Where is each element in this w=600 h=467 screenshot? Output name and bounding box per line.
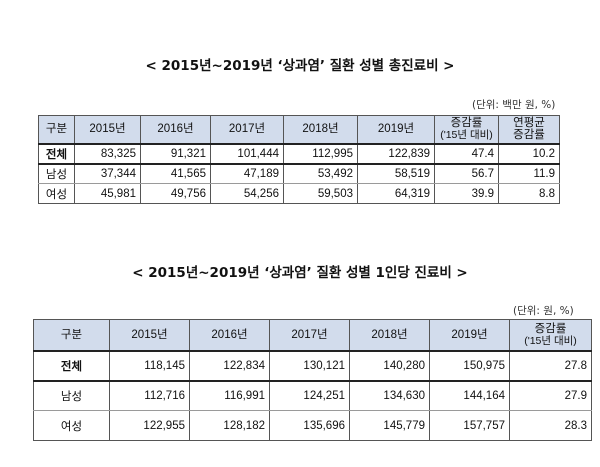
table-cell: 140,280 bbox=[349, 349, 430, 382]
row-label: 여성 bbox=[33, 410, 110, 441]
section2-title: < 2015년~2019년 ‘상과염’ 질환 성별 1인당 진료비 > bbox=[132, 265, 468, 281]
header-2018: 2018년 bbox=[349, 319, 430, 351]
row-label: 남성 bbox=[33, 380, 110, 411]
header-2015: 2015년 bbox=[74, 115, 141, 144]
table-cell: 56.7 bbox=[434, 163, 499, 184]
table-cell: 58,519 bbox=[357, 163, 435, 184]
header-change-rate-line1: 증감률 bbox=[450, 117, 483, 130]
table-header-row: 구분 2015년 2016년 2017년 2018년 2019년 증감률 ('1… bbox=[38, 115, 560, 144]
table-cell: 47.4 bbox=[434, 142, 499, 165]
table-cell: 124,251 bbox=[269, 380, 350, 411]
table-cell: 144,164 bbox=[429, 380, 510, 411]
table-cell: 122,839 bbox=[357, 142, 435, 165]
table-cell: 28.3 bbox=[509, 410, 592, 441]
table-cell: 122,834 bbox=[189, 349, 270, 382]
table-cell: 83,325 bbox=[74, 142, 141, 165]
table-cell: 128,182 bbox=[189, 410, 270, 441]
table-cell: 53,492 bbox=[283, 163, 358, 184]
table-cell: 134,630 bbox=[349, 380, 430, 411]
total-cost-table: 구분 2015년 2016년 2017년 2018년 2019년 증감률 ('1… bbox=[38, 115, 560, 204]
table-cell: 59,503 bbox=[283, 183, 358, 204]
header-annual-avg: 연평균 증감률 bbox=[498, 115, 560, 144]
table-cell: 11.9 bbox=[498, 163, 560, 184]
table-cell: 112,716 bbox=[109, 380, 190, 411]
table-cell: 54,256 bbox=[210, 183, 284, 204]
header-change-rate-line2: ('15년 대비) bbox=[440, 129, 493, 142]
table-cell: 118,145 bbox=[109, 349, 190, 382]
table-row-male: 남성 112,716 116,991 124,251 134,630 144,1… bbox=[33, 380, 592, 411]
row-label: 남성 bbox=[38, 163, 75, 184]
header-annual-avg-line2: 증감률 bbox=[513, 129, 545, 142]
table-cell: 41,565 bbox=[140, 163, 211, 184]
header-2017: 2017년 bbox=[210, 115, 284, 144]
table-row-female: 여성 45,981 49,756 54,256 59,503 64,319 39… bbox=[38, 183, 560, 204]
row-label: 전체 bbox=[38, 142, 75, 165]
table-row-male: 남성 37,344 41,565 47,189 53,492 58,519 56… bbox=[38, 163, 560, 184]
table-cell: 91,321 bbox=[140, 142, 211, 165]
table-cell: 122,955 bbox=[109, 410, 190, 441]
table-cell: 27.8 bbox=[509, 349, 592, 382]
header-change-rate-line2: ('15년 대비) bbox=[524, 334, 577, 347]
header-annual-avg-line1: 연평균 bbox=[513, 117, 545, 130]
header-2016: 2016년 bbox=[140, 115, 211, 144]
table-row-total: 전체 83,325 91,321 101,444 112,995 122,839… bbox=[38, 142, 560, 165]
table-cell: 101,444 bbox=[210, 142, 284, 165]
table-cell: 130,121 bbox=[269, 349, 350, 382]
table-cell: 116,991 bbox=[189, 380, 270, 411]
table-cell: 49,756 bbox=[140, 183, 211, 204]
table-cell: 45,981 bbox=[74, 183, 141, 204]
table-cell: 157,757 bbox=[429, 410, 510, 441]
table-cell: 135,696 bbox=[269, 410, 350, 441]
header-category: 구분 bbox=[38, 115, 75, 144]
section1-unit-note: (단위: 백만 원, %) bbox=[472, 99, 556, 111]
header-2015: 2015년 bbox=[109, 319, 190, 351]
table-cell: 10.2 bbox=[498, 142, 560, 165]
table-cell: 112,995 bbox=[283, 142, 358, 165]
section1-title: < 2015년~2019년 ‘상과염’ 질환 성별 총진료비 > bbox=[145, 58, 455, 74]
header-change-rate: 증감률 ('15년 대비) bbox=[509, 319, 592, 351]
row-label: 전체 bbox=[33, 349, 110, 382]
table-cell: 27.9 bbox=[509, 380, 592, 411]
table-cell: 150,975 bbox=[429, 349, 510, 382]
header-2016: 2016년 bbox=[189, 319, 270, 351]
per-capita-cost-table: 구분 2015년 2016년 2017년 2018년 2019년 증감률 ('1… bbox=[33, 319, 592, 441]
header-2017: 2017년 bbox=[269, 319, 350, 351]
table-row-female: 여성 122,955 128,182 135,696 145,779 157,7… bbox=[33, 410, 592, 441]
header-2018: 2018년 bbox=[283, 115, 358, 144]
section2-unit-note: (단위: 원, %) bbox=[513, 305, 574, 317]
table-cell: 64,319 bbox=[357, 183, 435, 204]
table-cell: 8.8 bbox=[498, 183, 560, 204]
header-change-rate: 증감률 ('15년 대비) bbox=[434, 115, 499, 144]
header-2019: 2019년 bbox=[429, 319, 510, 351]
row-label: 여성 bbox=[38, 183, 75, 204]
table-cell: 39.9 bbox=[434, 183, 499, 204]
table-header-row: 구분 2015년 2016년 2017년 2018년 2019년 증감률 ('1… bbox=[33, 319, 592, 351]
table-cell: 37,344 bbox=[74, 163, 141, 184]
header-category: 구분 bbox=[33, 319, 110, 351]
header-change-rate-line1: 증감률 bbox=[534, 322, 567, 335]
table-cell: 145,779 bbox=[349, 410, 430, 441]
header-2019: 2019년 bbox=[357, 115, 435, 144]
table-row-total: 전체 118,145 122,834 130,121 140,280 150,9… bbox=[33, 349, 592, 382]
table-cell: 47,189 bbox=[210, 163, 284, 184]
